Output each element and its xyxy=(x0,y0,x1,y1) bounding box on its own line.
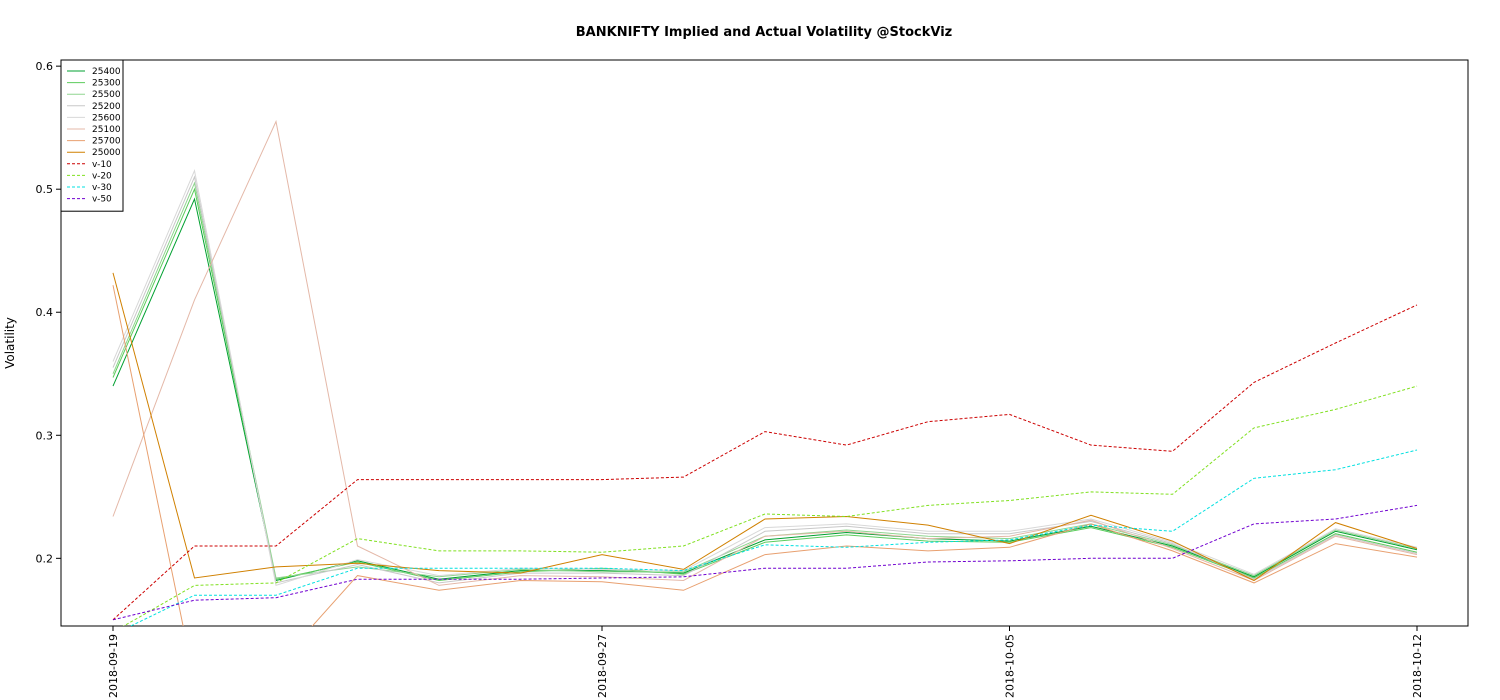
legend-label-25500: 25500 xyxy=(92,90,121,100)
legend-label-25100: 25100 xyxy=(92,125,121,135)
x-tick-label: 2018-09-27 xyxy=(596,634,609,698)
y-tick-label: 0.3 xyxy=(36,429,54,442)
y-tick-label: 0.6 xyxy=(36,60,54,73)
legend-label-v-50: v-50 xyxy=(92,195,112,205)
series-line-v-50 xyxy=(112,504,1418,621)
series-line-25200 xyxy=(112,175,1418,584)
plot-frame xyxy=(60,59,1469,627)
legend-label-v-10: v-10 xyxy=(92,160,112,170)
series-line-v-30 xyxy=(129,449,1418,626)
legend-label-v-30: v-30 xyxy=(92,183,112,193)
legend-label-25200: 25200 xyxy=(92,102,121,112)
series-line-v-20 xyxy=(122,385,1418,626)
legend-label-25700: 25700 xyxy=(92,137,121,147)
legend-label-25300: 25300 xyxy=(92,79,121,89)
x-tick-label: 2018-10-05 xyxy=(1004,634,1017,698)
legend-label-25000: 25000 xyxy=(92,148,121,158)
legend-label-25400: 25400 xyxy=(92,67,121,77)
series-line-25000 xyxy=(112,272,1418,582)
y-tick-label: 0.4 xyxy=(36,306,54,319)
y-axis-label: Volatility xyxy=(3,317,17,369)
x-tick-label: 2018-09-19 xyxy=(107,634,120,698)
legend-label-25600: 25600 xyxy=(92,113,121,123)
chart-title: BANKNIFTY Implied and Actual Volatility … xyxy=(576,25,952,40)
series-line-25400 xyxy=(112,197,1418,582)
series-line-25700 xyxy=(112,285,1418,626)
legend-label-v-20: v-20 xyxy=(92,171,112,181)
series-line-v-10 xyxy=(112,304,1418,621)
x-axis: 2018-09-19 2018-09-27 2018-10-05 2018-10-12 xyxy=(107,626,1424,698)
y-tick-label: 0.2 xyxy=(36,552,54,565)
x-tick-label: 2018-10-12 xyxy=(1411,634,1424,698)
legend-box xyxy=(60,59,124,212)
series-line-25300 xyxy=(112,187,1418,582)
series-line-25600 xyxy=(112,169,1418,587)
y-axis: 0.2 0.3 0.4 0.5 0.6 xyxy=(36,60,61,565)
series-layer xyxy=(112,119,1418,626)
series-line-25100 xyxy=(112,119,1418,586)
y-tick-label: 0.5 xyxy=(36,183,54,196)
